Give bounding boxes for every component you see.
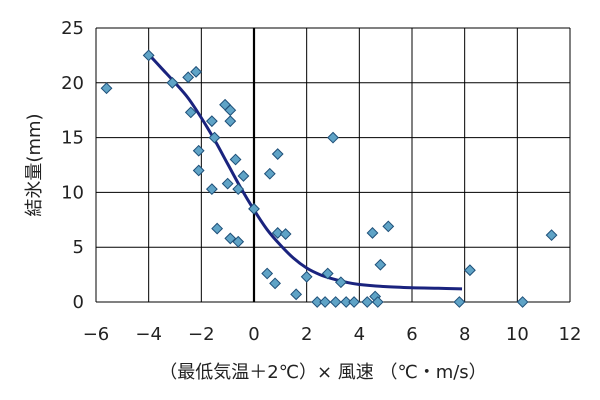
x-tick-label: 2 bbox=[301, 324, 312, 345]
data-point bbox=[224, 115, 237, 128]
data-point bbox=[205, 183, 218, 196]
data-point bbox=[190, 65, 202, 78]
y-axis-ticks: 0 5 10 15 20 25 bbox=[61, 18, 84, 313]
y-tick-label: 25 bbox=[61, 18, 84, 39]
data-point bbox=[224, 232, 237, 245]
data-point bbox=[237, 170, 250, 182]
data-point bbox=[100, 82, 113, 95]
x-tick-label: −2 bbox=[188, 324, 215, 345]
data-point bbox=[192, 164, 205, 177]
y-tick-label: 0 bbox=[73, 292, 84, 313]
x-tick-label: 4 bbox=[354, 324, 365, 345]
data-point bbox=[321, 267, 334, 280]
data-point bbox=[271, 148, 284, 160]
data-point bbox=[232, 235, 245, 248]
data-point bbox=[340, 296, 353, 308]
data-point bbox=[208, 131, 221, 144]
y-tick-label: 20 bbox=[61, 73, 84, 94]
data-point bbox=[279, 228, 292, 240]
data-point bbox=[334, 276, 347, 289]
x-axis-label: （最低気温＋2℃）× 風速 （℃・m/s） bbox=[159, 362, 486, 383]
data-point bbox=[229, 153, 242, 166]
data-point bbox=[232, 183, 245, 196]
data-point bbox=[248, 202, 260, 215]
data-point bbox=[184, 106, 197, 119]
x-tick-label: 8 bbox=[459, 324, 470, 345]
data-point bbox=[300, 270, 313, 283]
data-point bbox=[516, 296, 529, 308]
data-point bbox=[142, 49, 155, 62]
y-axis-label: 結氷量(mm) bbox=[24, 113, 45, 216]
data-point bbox=[361, 296, 374, 308]
data-point bbox=[182, 71, 195, 84]
data-point bbox=[453, 296, 466, 308]
data-point bbox=[205, 115, 218, 128]
data-points bbox=[100, 49, 558, 308]
data-point bbox=[545, 229, 558, 242]
data-point bbox=[327, 131, 339, 144]
x-axis-ticks: −6 −4 −2 0 2 4 6 8 10 12 bbox=[83, 324, 582, 345]
data-point bbox=[366, 227, 379, 239]
data-point bbox=[290, 288, 303, 301]
data-point bbox=[374, 258, 387, 271]
data-point bbox=[371, 296, 384, 308]
data-point bbox=[211, 222, 224, 235]
trend-curve bbox=[147, 53, 463, 291]
data-point bbox=[319, 296, 332, 308]
data-point bbox=[464, 264, 476, 277]
data-point bbox=[269, 277, 281, 290]
y-tick-label: 5 bbox=[73, 237, 84, 258]
data-point bbox=[166, 76, 179, 89]
plot-area bbox=[96, 28, 570, 302]
x-tick-label: 6 bbox=[406, 324, 417, 345]
data-point bbox=[192, 144, 205, 157]
x-tick-label: 0 bbox=[248, 324, 259, 345]
data-point bbox=[261, 267, 274, 280]
data-point bbox=[311, 296, 324, 308]
y-tick-label: 15 bbox=[61, 128, 84, 149]
data-point bbox=[221, 177, 234, 190]
data-point bbox=[263, 167, 276, 180]
data-point bbox=[271, 227, 284, 239]
data-point bbox=[382, 220, 395, 233]
x-tick-label: 10 bbox=[506, 324, 529, 345]
x-tick-label: 12 bbox=[559, 324, 582, 345]
y-tick-label: 10 bbox=[61, 182, 84, 203]
data-point bbox=[348, 296, 360, 308]
x-tick-label: −4 bbox=[135, 324, 162, 345]
data-point bbox=[329, 296, 342, 308]
x-tick-label: −6 bbox=[83, 324, 110, 345]
